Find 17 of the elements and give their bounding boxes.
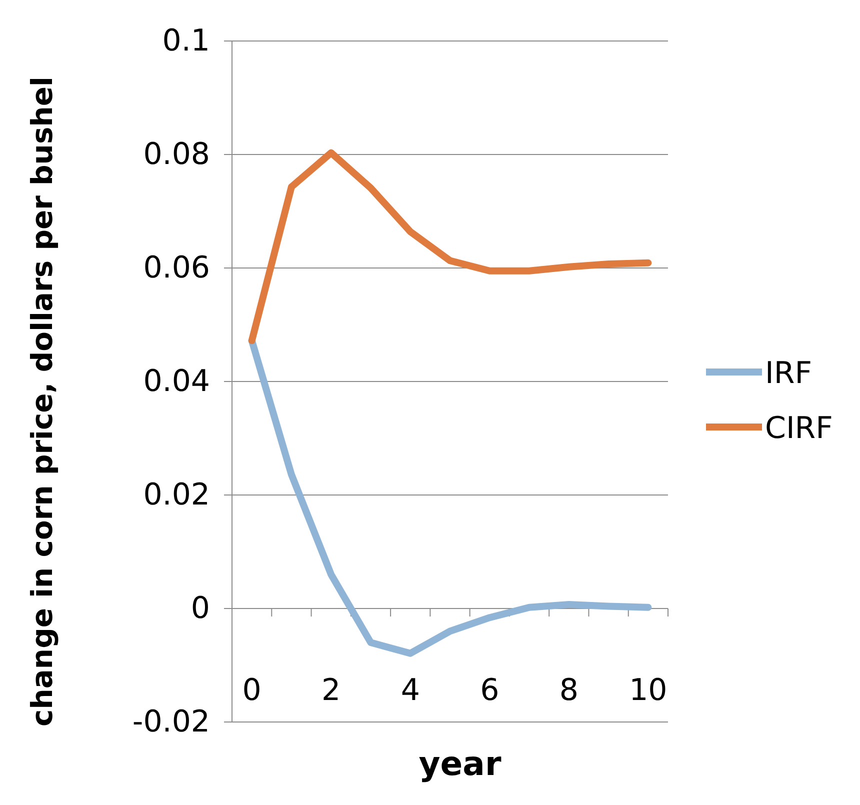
y-tick-label: 0.06 [143, 250, 210, 286]
legend-label: IRF [765, 356, 812, 391]
y-axis-title: change in corn price, dollars per bushel [25, 76, 59, 726]
y-tick-label: 0.1 [162, 24, 210, 59]
y-tick-label: 0.04 [143, 364, 210, 400]
x-axis-title: year [418, 744, 502, 783]
x-tick-label: 0 [242, 673, 262, 708]
legend-label: CIRF [765, 411, 833, 446]
y-tick-label: -0.02 [132, 704, 210, 740]
y-tick-label: 0 [190, 591, 210, 626]
x-tick-label: 4 [400, 673, 420, 708]
x-tick-label: 6 [480, 673, 500, 708]
x-tick-label: 8 [559, 673, 578, 708]
x-tick-label: 10 [629, 673, 668, 708]
y-tick-label: 0.08 [143, 137, 210, 172]
y-tick-label: 0.02 [143, 478, 210, 513]
x-tick-label: 2 [322, 673, 341, 708]
